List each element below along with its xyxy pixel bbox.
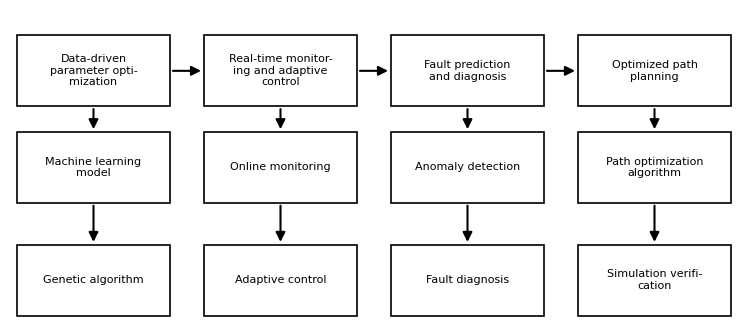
FancyBboxPatch shape	[390, 35, 544, 106]
Text: Online monitoring: Online monitoring	[230, 162, 331, 173]
FancyBboxPatch shape	[577, 245, 731, 316]
FancyBboxPatch shape	[203, 245, 358, 316]
FancyBboxPatch shape	[577, 35, 731, 106]
FancyBboxPatch shape	[577, 132, 731, 203]
Text: Real-time monitor-
ing and adaptive
control: Real-time monitor- ing and adaptive cont…	[229, 54, 332, 88]
Text: Machine learning
model: Machine learning model	[46, 156, 141, 178]
Text: Adaptive control: Adaptive control	[235, 275, 326, 285]
FancyBboxPatch shape	[390, 245, 544, 316]
Text: Simulation verifi-
cation: Simulation verifi- cation	[607, 269, 702, 291]
Text: Anomaly detection: Anomaly detection	[415, 162, 520, 173]
FancyBboxPatch shape	[17, 245, 170, 316]
Text: Fault diagnosis: Fault diagnosis	[426, 275, 509, 285]
FancyBboxPatch shape	[203, 35, 358, 106]
FancyBboxPatch shape	[390, 132, 544, 203]
Text: Data-driven
parameter opti-
mization: Data-driven parameter opti- mization	[49, 54, 138, 88]
FancyBboxPatch shape	[203, 132, 358, 203]
FancyBboxPatch shape	[17, 35, 170, 106]
Text: Path optimization
algorithm: Path optimization algorithm	[606, 156, 703, 178]
Text: Optimized path
planning: Optimized path planning	[612, 60, 697, 82]
FancyBboxPatch shape	[17, 132, 170, 203]
Text: Genetic algorithm: Genetic algorithm	[43, 275, 144, 285]
Text: Fault prediction
and diagnosis: Fault prediction and diagnosis	[424, 60, 511, 82]
